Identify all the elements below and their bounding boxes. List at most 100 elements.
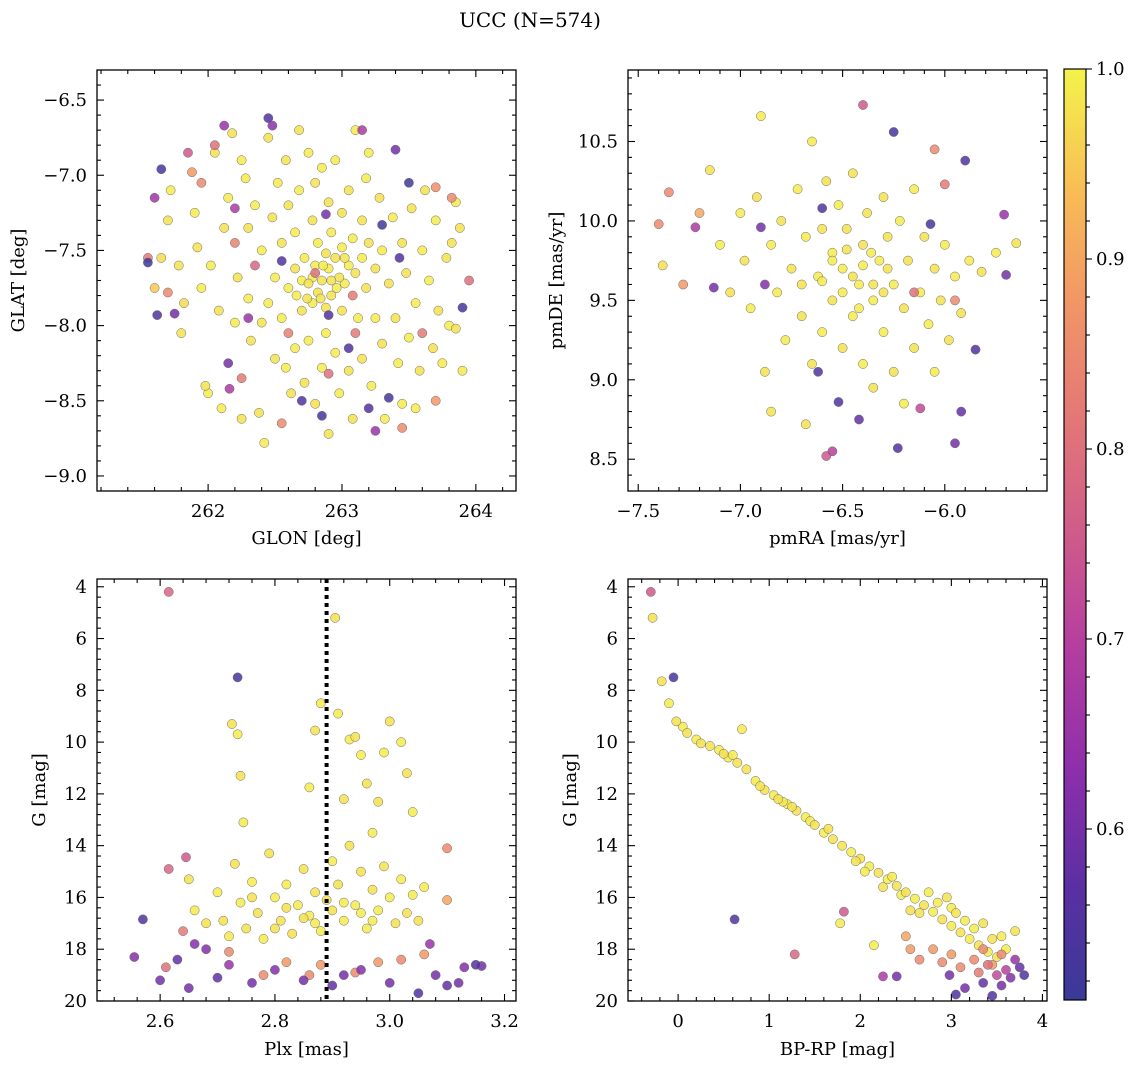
data-point <box>287 928 298 939</box>
data-point <box>294 185 304 196</box>
colorbar: 0.6 0.7 0.8 0.9 1.0 <box>1063 59 1125 1001</box>
data-point <box>888 127 899 137</box>
y-tick-label: −6.5 <box>43 90 87 111</box>
data-point <box>878 971 888 982</box>
data-point <box>303 147 314 158</box>
data-point <box>873 867 884 878</box>
data-point <box>441 253 452 263</box>
data-point <box>978 944 989 955</box>
y-tick-label: −9.0 <box>43 466 87 487</box>
data-point <box>397 423 408 433</box>
y-tick-label: 12 <box>64 784 87 805</box>
colorbar-tick-label: 1.0 <box>1096 59 1125 80</box>
data-point <box>296 305 307 316</box>
data-point <box>243 223 254 233</box>
data-point <box>304 782 315 793</box>
data-point <box>887 871 898 882</box>
data-point <box>156 164 167 175</box>
data-point <box>821 176 832 187</box>
data-point <box>356 908 366 918</box>
data-point <box>837 263 848 274</box>
data-point <box>982 959 993 970</box>
data-point <box>338 897 349 908</box>
y-tick-label: 4 <box>607 577 618 598</box>
x-axis-label: BP-RP [mag] <box>780 1039 895 1060</box>
data-point <box>276 238 287 248</box>
data-point <box>323 310 334 320</box>
y-tick-label: 9.5 <box>589 290 618 311</box>
data-point <box>179 298 189 308</box>
data-point <box>363 238 374 248</box>
data-point <box>925 219 936 229</box>
panel-2-frame <box>96 578 517 1002</box>
data-point <box>343 185 354 196</box>
data-point <box>823 823 834 834</box>
data-point <box>356 965 366 975</box>
data-point <box>343 260 354 271</box>
data-point <box>270 923 280 934</box>
data-point <box>236 373 247 384</box>
data-point <box>773 794 784 804</box>
data-point <box>149 283 160 293</box>
data-point <box>232 272 243 283</box>
data-point <box>960 155 971 166</box>
data-point <box>914 908 925 918</box>
data-point <box>396 737 407 747</box>
data-point <box>813 366 823 377</box>
panel-2-ticks: 2.6 2.8 3.0 3.2 4 6 8 10 12 14 16 18 20 <box>64 577 519 1032</box>
data-point <box>298 864 309 874</box>
data-point <box>373 796 384 807</box>
data-point <box>259 438 270 448</box>
data-point <box>163 587 174 597</box>
data-point <box>223 358 234 369</box>
data-point <box>183 147 193 158</box>
data-point <box>350 732 361 742</box>
data-point <box>1014 962 1025 973</box>
data-point <box>256 317 267 328</box>
data-point <box>397 398 408 409</box>
data-point <box>704 165 715 175</box>
y-tick-label: 16 <box>64 887 87 908</box>
data-point <box>909 287 919 298</box>
data-point <box>317 410 327 421</box>
data-point <box>276 313 287 323</box>
data-point <box>219 223 230 233</box>
data-point <box>163 287 173 298</box>
data-point <box>645 587 656 597</box>
data-point <box>909 343 919 353</box>
data-point <box>417 245 428 256</box>
data-point <box>129 952 140 962</box>
data-point <box>1011 238 1022 249</box>
data-point <box>841 224 852 234</box>
data-point <box>756 222 766 233</box>
data-point <box>310 177 321 188</box>
data-point <box>243 293 254 304</box>
data-point <box>937 957 948 968</box>
data-point <box>200 380 211 391</box>
data-point <box>366 380 377 391</box>
data-point <box>891 971 902 982</box>
data-point <box>1001 965 1011 975</box>
data-point <box>357 215 367 226</box>
data-point <box>315 698 326 709</box>
data-point <box>321 248 331 259</box>
data-point <box>377 338 387 349</box>
colorbar-tick-label: 0.7 <box>1096 629 1125 650</box>
data-point <box>976 266 987 277</box>
data-point <box>410 403 421 414</box>
data-point <box>915 403 926 414</box>
data-point <box>457 365 468 376</box>
data-point <box>230 238 240 248</box>
data-point <box>899 398 909 409</box>
data-point <box>290 343 300 354</box>
data-point <box>227 128 238 139</box>
data-point <box>235 770 246 781</box>
data-point <box>827 446 838 457</box>
data-point <box>310 268 321 278</box>
data-point <box>183 874 194 885</box>
data-point <box>923 319 934 330</box>
y-tick-label: 10.5 <box>578 131 618 152</box>
data-point <box>370 313 381 323</box>
y-axis-label: pmDE [mas/yr] <box>546 212 567 350</box>
data-point <box>393 358 404 369</box>
